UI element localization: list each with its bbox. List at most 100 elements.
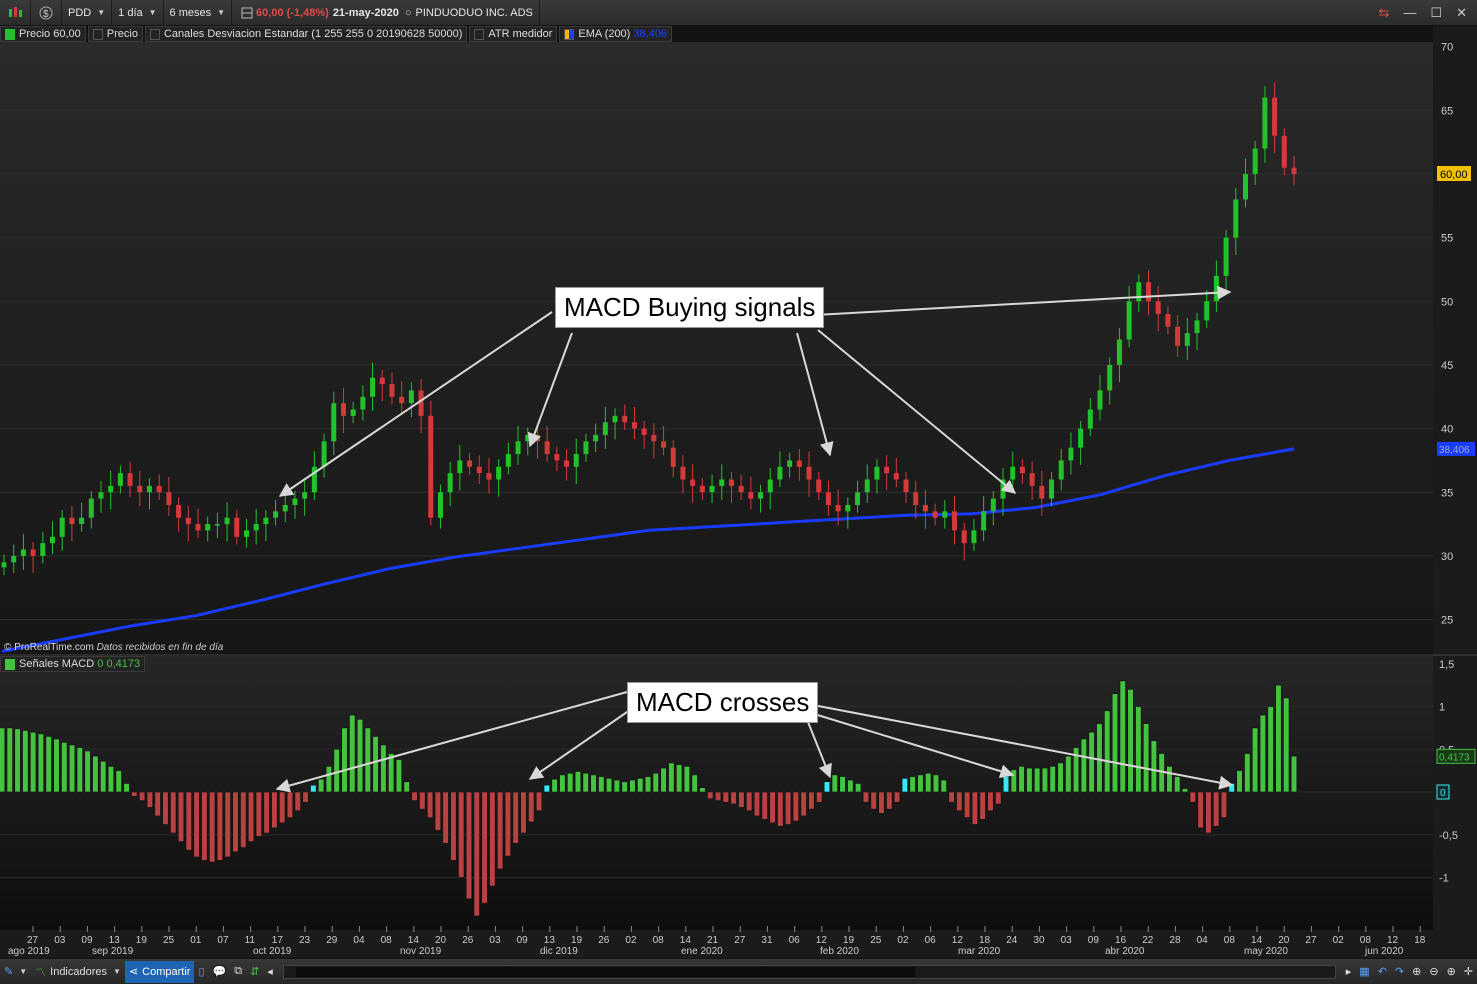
price-tick-label: 25 [1441,615,1453,627]
price-legend: Precio 60,00 Precio Canales Desviacion E… [0,26,674,42]
candle-body [922,504,928,512]
time-axis: 27 03 09 13 19 25 01 07 11 17 23 29 04 08 14 20 26 03 09 13… [8,926,1426,957]
symbol-select[interactable]: PDD ▼ [62,0,113,25]
macd-bar [240,791,247,848]
zoom-in-icon: ⊕ [1446,966,1456,978]
legend-item-channels[interactable]: Canales Desviacion Estandar (1 255 255 0… [144,26,468,42]
day-tick-label: 26 [598,935,610,946]
layout-button[interactable]: ▯ [194,961,208,983]
chat-button[interactable]: 💬 [209,961,231,983]
macd-bar [434,791,441,831]
note-label: Datos recibidos en fin de día [96,642,224,653]
macd-bar [831,774,838,793]
macd-bar [730,791,737,805]
day-tick-label: 08 [1360,935,1372,946]
indicators-button[interactable]: 〽 Indicadores ▼ [31,961,125,983]
candle-body [1000,479,1006,499]
day-tick-label: 27 [1305,935,1317,946]
interval-select[interactable]: 1 día ▼ [112,0,164,25]
candle-body [612,415,618,423]
scrollbar-thumb[interactable] [295,966,915,977]
close-icon[interactable]: ✕ [1456,4,1467,20]
instrument-search-button[interactable]: $ [31,0,62,25]
macd-bar [1041,767,1049,793]
grid-icon [238,4,256,22]
candle-body [884,466,890,474]
redo-icon: ↷ [1394,966,1405,978]
crosshair-button[interactable]: ✛ [1460,961,1477,983]
maximize-icon[interactable]: ☐ [1430,4,1443,20]
macd-bar [948,791,955,803]
candle-body [321,441,327,467]
legend-item-ema[interactable]: EMA (200) 38,406 [559,26,673,42]
minimize-icon[interactable]: — [1403,4,1417,20]
macd-bar [1143,723,1150,793]
macd-bar [61,742,68,793]
undo-button[interactable]: ↶ [1374,961,1391,983]
crosshair-icon: ✛ [1463,966,1473,978]
buy-signal-arrow [814,285,1232,316]
macd-bar [123,783,130,793]
macd-bar [691,774,698,793]
sync-icon[interactable]: ⇆ [1378,4,1390,20]
candle-body [234,517,240,537]
share-button[interactable]: ⋖ Compartir [124,960,195,983]
zoom-out-icon: ⊖ [1429,966,1439,978]
macd-bar [325,766,332,793]
candle-body [146,485,152,493]
candle-body [728,479,734,486]
legend-item-price-2[interactable]: Precio [87,26,143,42]
period-select[interactable]: 6 meses ▼ [164,0,233,25]
macd-bar [1244,753,1251,793]
ema-line [1,447,1295,653]
bottom-toolbar: ✎ ▼ 〽 Indicadores ▼ ⋖ Compartir ▯ 💬 ⧉ ⇵ ◂ ▸ … [0,958,1477,984]
day-tick-label: 16 [1115,935,1127,946]
arrow-right-icon: ▸ [1345,966,1352,978]
scroll-left-button[interactable]: ◂ [263,961,277,983]
candle-body [942,511,948,518]
color-swatch [5,658,15,670]
legend-item-atr[interactable]: ATR medidor [469,26,558,42]
zoom-out-button[interactable]: ⊖ [1425,961,1442,983]
window-button[interactable]: ⧉ [230,961,246,983]
macd-bar [403,781,410,793]
candle-body [990,498,996,512]
candle-body [1213,275,1219,302]
time-scrollbar[interactable] [282,964,1336,979]
chart-type-button[interactable] [0,0,31,25]
candle-body [1010,466,1016,480]
zoom-in-button[interactable]: ⊕ [1443,961,1460,983]
price-tick-label: 50 [1441,296,1453,308]
candle-body [467,460,473,467]
candle-body [806,466,812,480]
macd-value-label: 0,4173 [1439,752,1470,763]
candle-body [1,562,7,568]
candle-body [748,492,754,499]
layout-icon: ▯ [198,966,205,978]
legend-item-price[interactable]: Precio 60,00 [0,26,86,42]
macd-bar [216,791,224,861]
candle-body [476,466,482,474]
day-tick-label: 27 [734,935,746,946]
svg-text:$: $ [43,9,49,20]
legend-item-macd[interactable]: Señales MACD 0 0,4173 [0,656,146,672]
last-price-label: 60,00 [1440,169,1468,181]
day-tick-label: 23 [299,935,311,946]
redo-button[interactable]: ↷ [1391,961,1408,983]
zoom-fit-button[interactable]: ⊕ [1408,961,1425,983]
calendar-button[interactable]: ▦ [1355,961,1373,983]
day-tick-label: 14 [408,935,420,946]
draw-tool-button[interactable]: ✎ ▼ [0,961,31,983]
day-tick-label: 20 [435,935,447,946]
day-tick-label: 02 [897,935,909,946]
macd-bar [1228,783,1235,793]
day-tick-label: 03 [54,935,66,946]
scroll-right-button[interactable]: ▸ [1342,961,1356,983]
trading-button[interactable]: ⇵ [246,961,263,983]
calendar-icon: ▦ [1359,966,1370,978]
candle-body [1049,479,1055,499]
trading-icon: ⇵ [250,966,260,978]
macd-bar [761,791,768,820]
macd-bar [1057,762,1064,793]
